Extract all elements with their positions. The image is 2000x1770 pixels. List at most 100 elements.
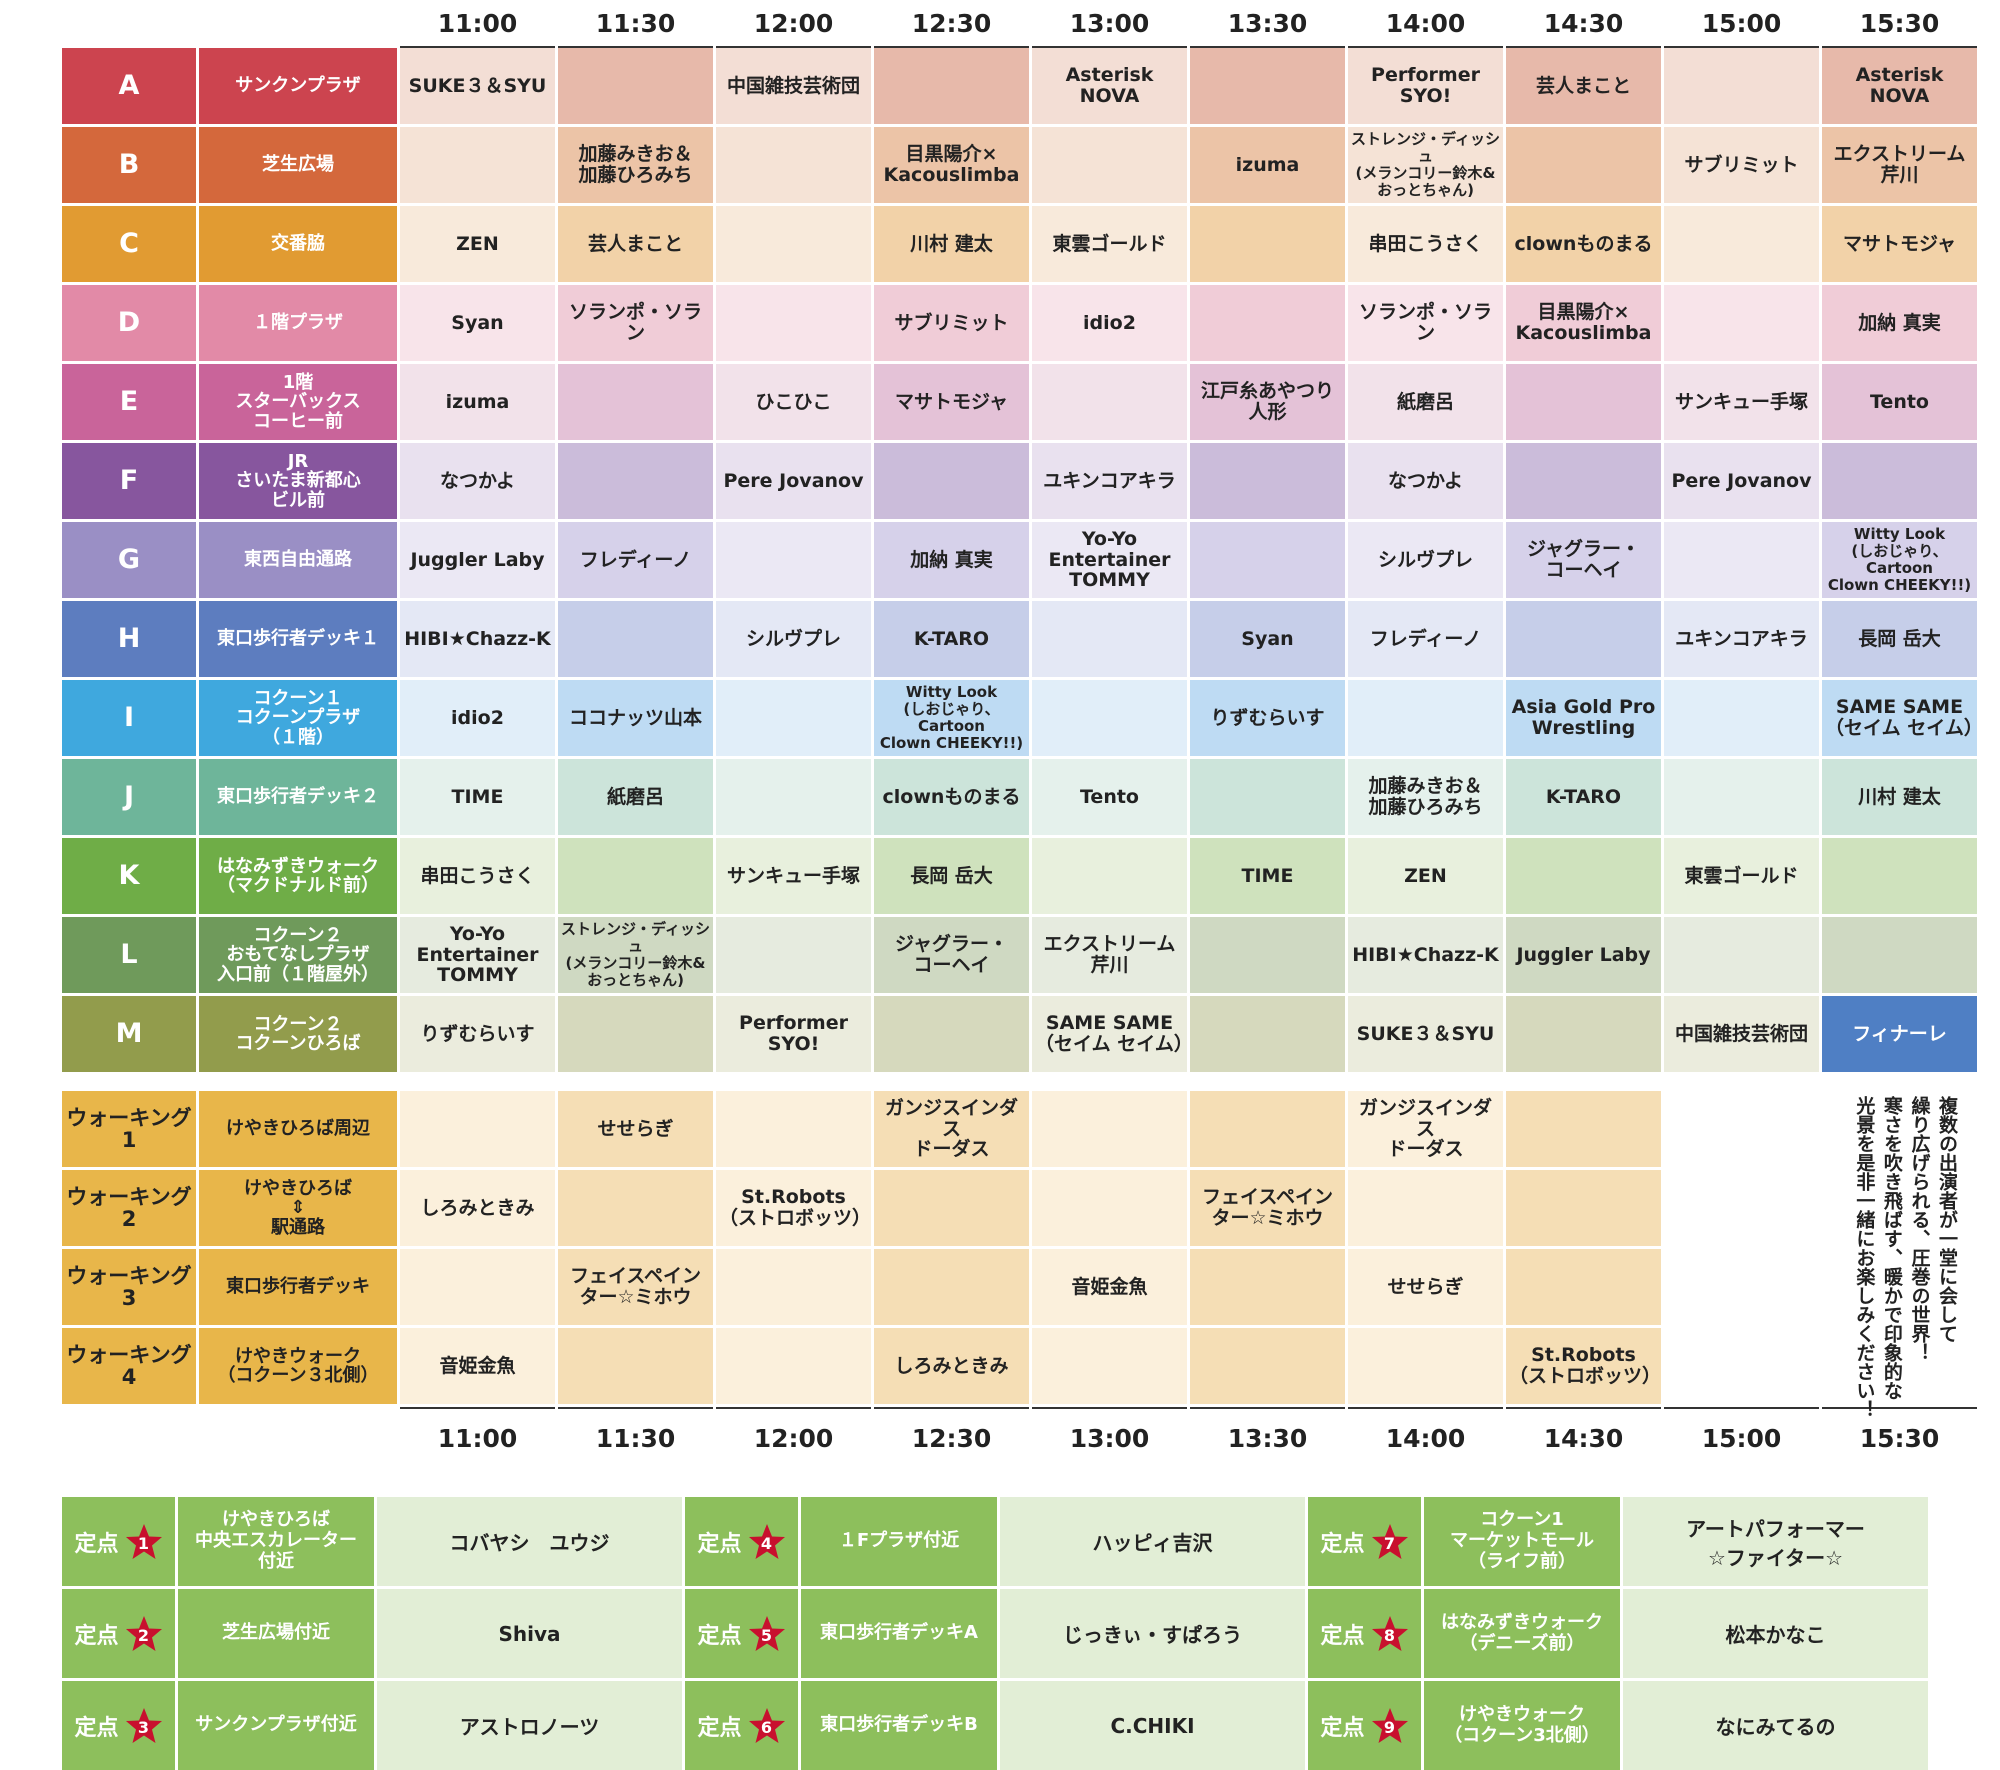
fixed-point-venue: サンクンプラザ付近 [178,1681,374,1770]
performance-slot: TIME [400,759,555,838]
walking-slot [1190,1328,1345,1407]
performance-slot: 川村 建太 [1822,759,1977,838]
fixed-point-text: 定点 [697,1531,742,1557]
stage-venue: コクーン１ コクーンプラザ （１階） [199,680,397,759]
performance-slot: Asia Gold Pro Wrestling [1506,680,1661,759]
time-header: 13:30 [1190,0,1345,48]
walking-venue: けやきウォーク （コクーン３北側） [199,1328,397,1407]
time-header: 15:00 [1664,0,1819,48]
performance-slot: izuma [400,364,555,443]
stage-venue: 東口歩行者デッキ１ [199,601,397,680]
walking-slot [558,1328,713,1407]
performance-slot [1190,206,1345,285]
performance-slot: Tento [1032,759,1187,838]
performance-slot [558,601,713,680]
performance-slot: SAME SAME （セイム セイム） [1032,996,1187,1075]
walking-slot [716,1091,871,1170]
walking-slot: 音姫金魚 [1032,1249,1187,1328]
performance-slot [1664,48,1819,127]
performance-slot: なつかよ [400,443,555,522]
performance-slot [1348,680,1503,759]
time-header: 12:30 [874,0,1029,48]
performance-slot: ひこひこ [716,364,871,443]
stage-letter: J [62,759,196,838]
performance-slot: idio2 [1032,285,1187,364]
performance-slot: 中国雑技芸術団 [1664,996,1819,1075]
star-icon: 6 [748,1707,786,1745]
performance-slot: ココナッツ山本 [558,680,713,759]
walking-venue: けやきひろば周辺 [199,1091,397,1170]
walking-slot [1506,1249,1661,1328]
walking-slot [874,1249,1029,1328]
performance-slot [1822,838,1977,917]
time-footer: 14:30 [1506,1407,1661,1467]
performance-slot: K-TARO [874,601,1029,680]
fixed-point-number: 9 [1383,1717,1396,1737]
performance-slot: Performer SYO! [1348,48,1503,127]
fixed-point-performer: じっきぃ・すぱろう [1000,1589,1305,1678]
performance-slot: idio2 [400,680,555,759]
performance-slot [716,206,871,285]
performance-slot: Yo-Yo Entertainer TOMMY [1032,522,1187,601]
performance-slot: HIBI★Chazz-K [1348,917,1503,996]
performance-slot [1664,759,1819,838]
walking-label: ウォーキング 1 [62,1091,196,1170]
performance-slot [874,996,1029,1075]
stage-venue: 芝生広場 [199,127,397,206]
performance-slot: サブリミット [874,285,1029,364]
performance-slot [716,522,871,601]
stage-venue: 東口歩行者デッキ２ [199,759,397,838]
performance-slot: エクストリーム 芹川 [1032,917,1187,996]
performance-slot [1190,522,1345,601]
finale-slot: フィナーレ [1822,996,1977,1075]
fixed-point-performer: アストロノーツ [377,1681,682,1770]
performance-slot: SUKE３＆SYU [400,48,555,127]
performance-slot: Witty Look (しおじゃり、Cartoon Clown CHEEKY!!… [874,680,1029,759]
performance-slot [1032,364,1187,443]
performance-slot [874,48,1029,127]
stage-letter: I [62,680,196,759]
time-header: 14:00 [1348,0,1503,48]
stage-letter: H [62,601,196,680]
fixed-point-text: 定点 [1320,1715,1365,1741]
performance-slot: フレディーノ [558,522,713,601]
fixed-point-venue: はなみずきウォーク （デニーズ前） [1424,1589,1620,1678]
fixed-point-performer: 松本かなこ [1623,1589,1928,1678]
stage-letter: K [62,838,196,917]
fixed-point-label: 定点 6 [685,1681,798,1770]
walking-slot: St.Robots （ストロボッツ） [1506,1328,1661,1407]
performance-slot: Yo-Yo Entertainer TOMMY [400,917,555,996]
walking-slot [1032,1170,1187,1249]
performance-slot [716,680,871,759]
performance-slot [558,996,713,1075]
time-header: 11:30 [558,0,713,48]
performance-slot [1506,996,1661,1075]
performance-slot [1822,917,1977,996]
performance-slot: 東雲ゴールド [1032,206,1187,285]
performance-slot: 加納 真実 [1822,285,1977,364]
performance-slot: ユキンコアキラ [1032,443,1187,522]
walking-slot [1190,1249,1345,1328]
fixed-point-label: 定点 7 [1308,1497,1421,1586]
walking-label: ウォーキング 4 [62,1328,196,1407]
performance-slot [1506,127,1661,206]
walking-slot [716,1249,871,1328]
performance-slot: Syan [1190,601,1345,680]
walking-slot: フェイスペイン ター☆ミホウ [1190,1170,1345,1249]
walking-slot: せせらぎ [558,1091,713,1170]
fixed-point-performer: コバヤシ ユウジ [377,1497,682,1586]
time-footer: 11:30 [558,1407,713,1467]
performance-slot: ソランポ・ソラン [1348,285,1503,364]
stage-letter: L [62,917,196,996]
stage-venue: 1階 スターバックス コーヒー前 [199,364,397,443]
performance-slot: Tento [1822,364,1977,443]
performance-slot: 加藤みきお＆ 加藤ひろみち [558,127,713,206]
walking-slot [1032,1091,1187,1170]
time-header: 15:30 [1822,0,1977,48]
fixed-point-performer: アートパフォーマー ☆ファイター☆ [1623,1497,1928,1586]
performance-slot: 中国雑技芸術団 [716,48,871,127]
performance-slot: 加藤みきお＆ 加藤ひろみち [1348,759,1503,838]
fixed-point-label: 定点 9 [1308,1681,1421,1770]
performance-slot [1190,285,1345,364]
performance-slot: SAME SAME （セイム セイム） [1822,680,1977,759]
